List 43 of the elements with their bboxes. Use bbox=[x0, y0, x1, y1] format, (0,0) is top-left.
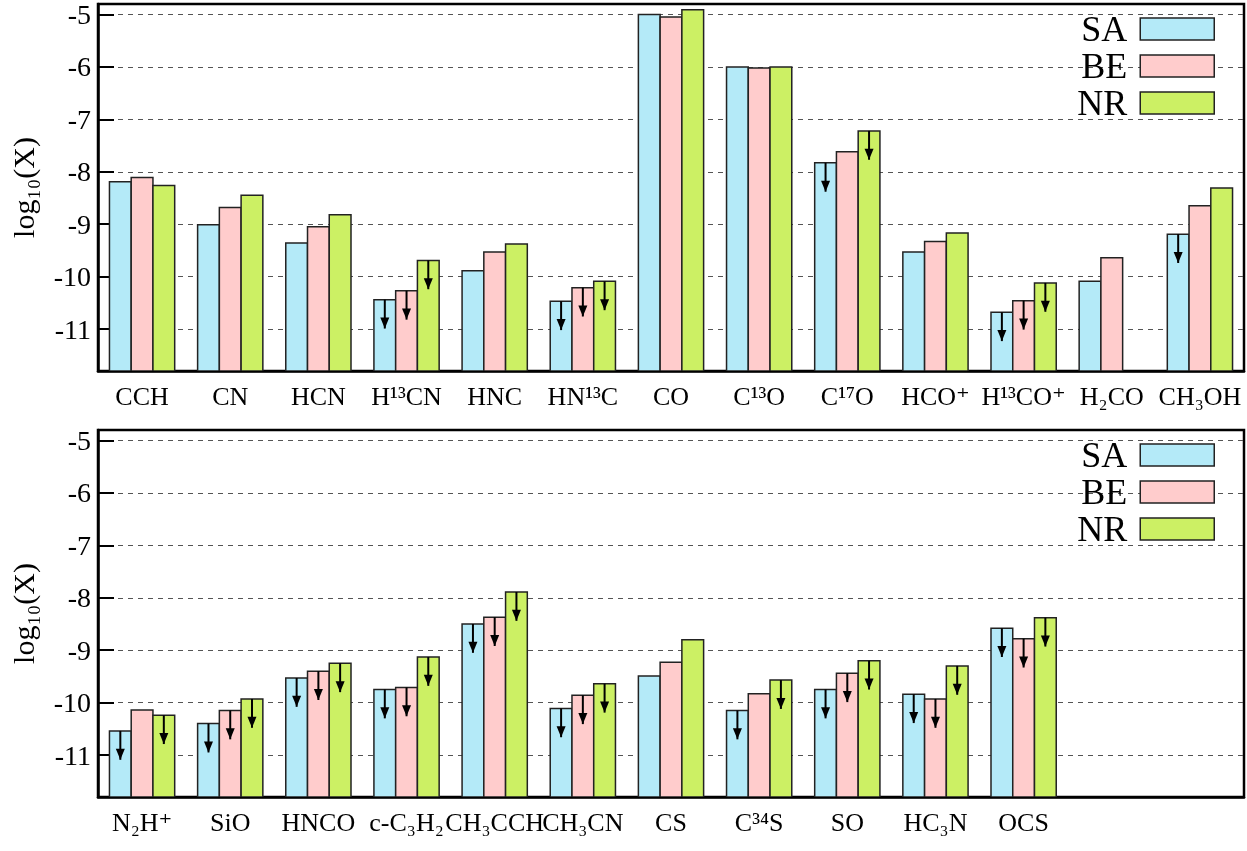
x-tick-label: C¹³O bbox=[733, 381, 786, 411]
x-tick-label: HC₃N bbox=[903, 807, 968, 836]
legend-label: NR bbox=[1077, 83, 1128, 123]
y-tick-label: -5 bbox=[67, 424, 91, 456]
y-tick-label: -10 bbox=[53, 261, 91, 293]
y-tick-label: -11 bbox=[54, 313, 91, 345]
x-tick-label: CCH bbox=[115, 381, 170, 411]
x-tick-label: C¹⁷O bbox=[820, 381, 874, 411]
y-tick-label: -9 bbox=[67, 208, 91, 240]
x-tick-label: SO bbox=[830, 807, 864, 836]
x-tick-label: N₂H⁺ bbox=[111, 807, 173, 836]
y-tick-label: -9 bbox=[67, 634, 91, 666]
x-tick-label: SiO bbox=[210, 807, 251, 836]
y-tick-label: -5 bbox=[67, 0, 91, 30]
x-tick-label: HCN bbox=[290, 381, 347, 411]
x-tick-label: H¹³CO⁺ bbox=[981, 381, 1066, 411]
x-tick-label: CH₃CN bbox=[542, 807, 624, 836]
x-tick-label: HNC bbox=[467, 381, 523, 411]
y-axis-title: log₁₀(X) bbox=[6, 137, 41, 238]
y-tick-label: -6 bbox=[67, 476, 91, 508]
y-tick-label: -6 bbox=[67, 51, 91, 83]
legend-label: BE bbox=[1081, 46, 1128, 86]
x-tick-label: H¹³CN bbox=[371, 381, 442, 411]
x-tick-label: HNCO bbox=[281, 807, 356, 836]
x-tick-label: CH₃CCH bbox=[445, 807, 545, 836]
x-tick-label: CH₃OH bbox=[1158, 381, 1242, 411]
y-tick-label: -10 bbox=[53, 686, 91, 718]
x-tick-label: CS bbox=[655, 807, 687, 836]
x-tick-label: CN bbox=[212, 381, 249, 411]
x-tick-label: HN¹³C bbox=[547, 381, 619, 411]
legend-label: SA bbox=[1081, 9, 1128, 49]
x-tick-label: H₂CO bbox=[1079, 381, 1144, 411]
y-tick-label: -8 bbox=[67, 581, 91, 613]
y-axis-title: log₁₀(X) bbox=[6, 562, 41, 664]
x-tick-label: OCS bbox=[998, 807, 1049, 836]
x-tick-label: c-C₃H₂ bbox=[369, 807, 444, 836]
y-tick-label: -8 bbox=[67, 156, 91, 188]
y-tick-label: -7 bbox=[67, 529, 91, 561]
y-tick-label: -7 bbox=[67, 103, 91, 135]
x-tick-label: HCO⁺ bbox=[901, 381, 970, 411]
y-tick-label: -11 bbox=[54, 739, 91, 771]
x-tick-label: CO bbox=[652, 381, 690, 411]
x-tick-label: C³⁴S bbox=[734, 807, 784, 836]
